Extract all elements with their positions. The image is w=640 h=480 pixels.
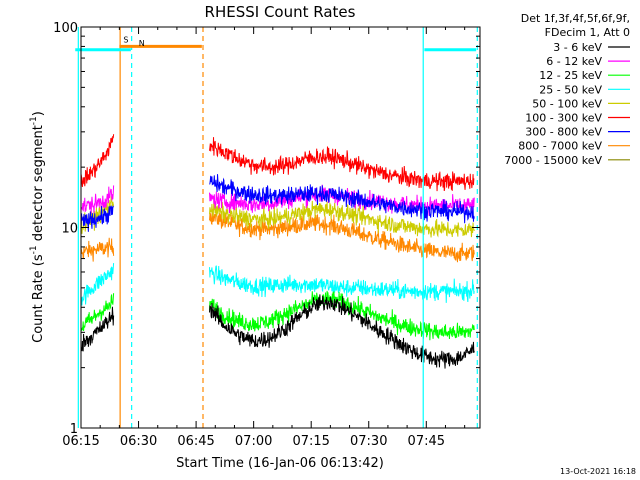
footer-timestamp: 13-Oct-2021 16:18 [560,467,636,476]
series-line-5-seg-0 [81,134,115,188]
x-tick-label-2: 06:45 [177,434,214,449]
series-line-4-seg-1 [209,199,475,238]
marker-label-1: S [123,35,128,44]
legend-header-line-2: FDecim 1, Att 0 [545,26,630,39]
legend-entry-label-2: 12 - 25 keV [539,69,602,82]
series-line-0-seg-1 [209,294,475,369]
y-tick-label-0: 1 [70,422,78,437]
y-label-sup: -1 [29,245,39,254]
legend-entry-label-1: 6 - 12 keV [546,55,602,68]
series-line-6-seg-1 [209,174,475,224]
data-layer [81,134,475,369]
legend-entry-label-4: 50 - 100 keV [532,97,602,110]
legend: Det 1f,3f,4f,5f,6f,9f, FDecim 1, Att 0 3… [504,12,630,167]
legend-entry-label-8: 7000 - 15000 keV [504,154,602,167]
series-line-3-seg-1 [209,265,475,303]
y-tick-label-1: 10 [61,222,78,237]
x-axis-label: Start Time (16-Jan-06 06:13:42) [176,456,384,471]
y-label-main: Count Rate (s [31,254,46,343]
series-line-3-seg-0 [81,263,115,306]
axis-layer: 06:15 06:30 06:45 07:00 07:15 07:30 07:45 1 10 10… [53,21,480,449]
y-label-mid: detector segment [31,125,46,245]
y-label-sup2: -1 [29,116,39,125]
legend-entry-label-5: 100 - 300 keV [525,112,602,125]
x-tick-label-1: 06:30 [120,434,157,449]
legend-entry-label-7: 800 - 7000 keV [518,140,602,153]
series-line-5-seg-1 [209,137,475,192]
y-axis-label: Count Rate (s-1 detector segment-1) [29,111,46,343]
y-tick-label-2: 100 [53,21,78,36]
legend-entry-label-3: 25 - 50 keV [539,83,602,96]
legend-entry-label-6: 300 - 800 keV [525,126,602,139]
series-line-7-seg-1 [209,208,475,263]
x-tick-label-3: 07:00 [235,434,272,449]
chart-title: RHESSI Count Rates [205,3,356,21]
x-tick-label-0: 06:15 [62,434,99,449]
series-line-0-seg-0 [81,306,115,352]
x-tick-label-5: 07:30 [350,434,387,449]
series-line-2-seg-1 [209,290,475,341]
y-label-end: ) [31,111,46,116]
x-tick-label-6: 07:45 [408,434,445,449]
series-line-6-seg-0 [81,205,114,232]
series-line-2-seg-0 [81,293,115,332]
legend-header-line-1: Det 1f,3f,4f,5f,6f,9f, [521,12,630,25]
series-line-1-seg-0 [81,185,115,215]
marker-label-2: N [139,39,145,48]
legend-entry-label-0: 3 - 6 keV [553,41,602,54]
x-tick-label-4: 07:15 [292,434,329,449]
